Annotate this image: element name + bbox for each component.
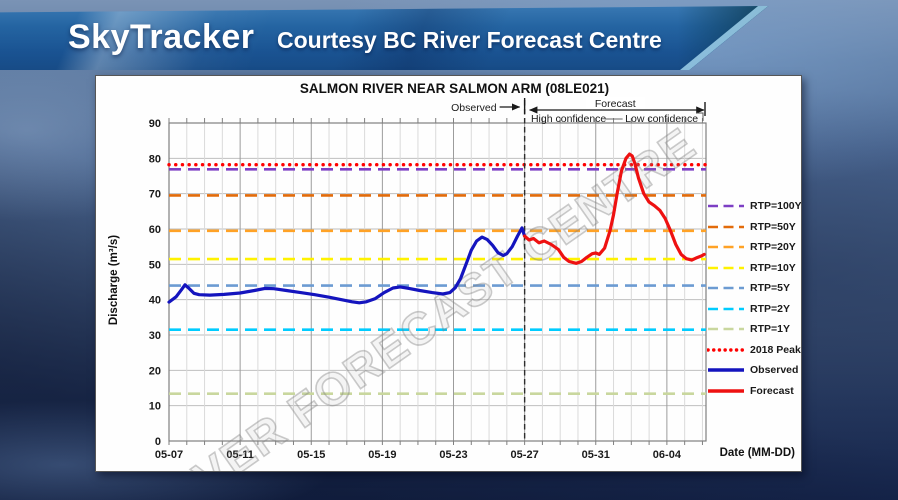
chart-title: SALMON RIVER NEAR SALMON ARM (08LE021) (96, 81, 801, 96)
svg-text:Forecast: Forecast (595, 98, 636, 110)
svg-text:Low confidence: Low confidence (625, 113, 698, 125)
legend-item: RTP=5Y (707, 282, 802, 294)
y-axis-title: Discharge (m³/s) (108, 180, 120, 380)
legend-line-sample (707, 324, 745, 334)
legend-label: RTP=1Y (750, 323, 790, 335)
legend-label: RTP=5Y (750, 282, 790, 294)
legend-label: RTP=2Y (750, 303, 790, 315)
legend: RTP=100Y RTP=50Y RTP=20Y RTP=10Y RTP=5Y RTP=2… (707, 200, 802, 397)
legend-label: Forecast (750, 385, 794, 397)
svg-text:Observed: Observed (451, 102, 497, 114)
courtesy-text: Courtesy BC River Forecast Centre (277, 27, 662, 54)
legend-label: RTP=50Y (750, 221, 796, 233)
legend-label: RTP=20Y (750, 241, 796, 253)
legend-line-sample (707, 304, 745, 314)
svg-text:High confidence: High confidence (531, 113, 606, 125)
legend-line-sample (707, 263, 745, 273)
x-axis-title: Date (MM-DD) (720, 447, 795, 459)
legend-label: Observed (750, 364, 798, 376)
legend-item: RTP=10Y (707, 262, 802, 274)
legend-item: RTP=1Y (707, 323, 802, 335)
legend-label: RTP=100Y (750, 200, 802, 212)
legend-item: Forecast (707, 385, 802, 397)
legend-line-sample (707, 365, 745, 375)
tv-graphic: SkyTracker Courtesy BC River Forecast Ce… (0, 0, 898, 500)
legend-label: RTP=10Y (750, 262, 796, 274)
legend-item: Observed (707, 364, 802, 376)
legend-line-sample (707, 201, 745, 211)
legend-item: RTP=20Y (707, 241, 802, 253)
skytracker-banner: SkyTracker Courtesy BC River Forecast Ce… (0, 6, 788, 70)
chart-panel: SALMON RIVER NEAR SALMON ARM (08LE021) 0… (95, 75, 802, 472)
legend-line-sample (707, 345, 745, 355)
skytracker-logo: SkyTracker (68, 18, 255, 57)
legend-item: RTP=50Y (707, 221, 802, 233)
legend-line-sample (707, 222, 745, 232)
legend-item: 2018 Peak (707, 344, 802, 356)
legend-line-sample (707, 386, 745, 396)
legend-line-sample (707, 242, 745, 252)
legend-line-sample (707, 283, 745, 293)
chart-series-layer: Observed Forecast High confidence Low confi… (96, 76, 801, 471)
legend-item: RTP=2Y (707, 303, 802, 315)
legend-label: 2018 Peak (750, 344, 801, 356)
legend-item: RTP=100Y (707, 200, 802, 212)
